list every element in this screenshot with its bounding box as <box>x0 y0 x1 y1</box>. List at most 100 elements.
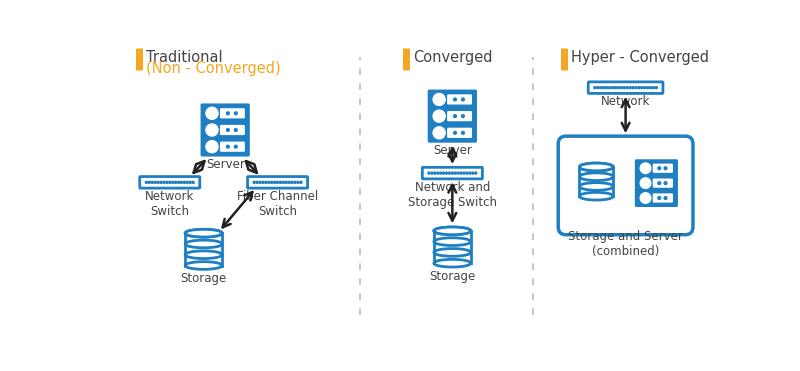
Circle shape <box>458 172 459 174</box>
Circle shape <box>454 172 456 174</box>
Circle shape <box>469 172 471 174</box>
Text: Network
Switch: Network Switch <box>145 190 194 218</box>
Circle shape <box>166 181 168 183</box>
Ellipse shape <box>185 229 222 237</box>
Circle shape <box>611 87 614 89</box>
Circle shape <box>428 172 430 174</box>
Text: Converged: Converged <box>413 50 493 65</box>
Circle shape <box>262 181 264 183</box>
Circle shape <box>154 181 156 183</box>
FancyBboxPatch shape <box>447 94 472 105</box>
Circle shape <box>646 87 649 89</box>
Circle shape <box>664 197 667 199</box>
Circle shape <box>431 172 433 174</box>
Circle shape <box>253 181 255 183</box>
Circle shape <box>270 181 273 183</box>
Circle shape <box>172 181 174 183</box>
Circle shape <box>597 87 599 89</box>
Circle shape <box>226 145 230 148</box>
Circle shape <box>151 181 154 183</box>
FancyBboxPatch shape <box>653 193 673 203</box>
Circle shape <box>474 172 477 174</box>
Circle shape <box>433 127 445 139</box>
Circle shape <box>650 87 651 89</box>
Circle shape <box>169 181 170 183</box>
Circle shape <box>602 87 605 89</box>
Circle shape <box>297 181 299 183</box>
Circle shape <box>449 172 450 174</box>
Ellipse shape <box>434 238 471 246</box>
FancyBboxPatch shape <box>635 159 678 207</box>
Circle shape <box>658 197 661 199</box>
Circle shape <box>638 87 640 89</box>
Circle shape <box>664 182 667 184</box>
Ellipse shape <box>579 163 614 171</box>
Circle shape <box>433 110 445 122</box>
Circle shape <box>454 115 457 118</box>
Ellipse shape <box>434 249 471 256</box>
Circle shape <box>454 131 457 134</box>
Circle shape <box>609 87 610 89</box>
Circle shape <box>282 181 285 183</box>
Text: Storage: Storage <box>181 272 226 285</box>
Circle shape <box>157 181 159 183</box>
FancyBboxPatch shape <box>653 178 673 188</box>
Circle shape <box>190 181 191 183</box>
Circle shape <box>300 181 302 183</box>
Circle shape <box>174 181 177 183</box>
Circle shape <box>618 87 619 89</box>
Circle shape <box>614 87 616 89</box>
Polygon shape <box>579 167 614 196</box>
Circle shape <box>462 115 464 118</box>
Circle shape <box>644 87 646 89</box>
Circle shape <box>183 181 186 183</box>
Circle shape <box>655 87 658 89</box>
FancyBboxPatch shape <box>653 164 673 173</box>
Text: Hyper - Converged: Hyper - Converged <box>571 50 709 65</box>
Circle shape <box>286 181 287 183</box>
Circle shape <box>658 182 661 184</box>
Circle shape <box>623 87 625 89</box>
Circle shape <box>640 163 650 174</box>
Circle shape <box>462 131 464 134</box>
Circle shape <box>460 172 462 174</box>
Circle shape <box>640 193 650 203</box>
Circle shape <box>148 181 150 183</box>
Circle shape <box>226 112 230 115</box>
Ellipse shape <box>185 251 222 259</box>
FancyBboxPatch shape <box>588 82 663 93</box>
FancyBboxPatch shape <box>447 111 472 121</box>
Circle shape <box>652 87 654 89</box>
Circle shape <box>178 181 179 183</box>
FancyBboxPatch shape <box>558 136 693 235</box>
FancyBboxPatch shape <box>220 142 245 152</box>
Circle shape <box>600 87 602 89</box>
Circle shape <box>442 172 445 174</box>
Circle shape <box>437 172 438 174</box>
Text: Traditional: Traditional <box>146 50 222 65</box>
Text: Storage and Server
(combined): Storage and Server (combined) <box>568 230 683 258</box>
Circle shape <box>265 181 267 183</box>
Circle shape <box>434 172 436 174</box>
Circle shape <box>462 98 464 101</box>
Circle shape <box>234 112 237 115</box>
FancyBboxPatch shape <box>220 108 245 118</box>
Text: Fiber Channel
Switch: Fiber Channel Switch <box>237 190 318 218</box>
Text: Server: Server <box>433 144 472 157</box>
Polygon shape <box>434 231 471 263</box>
FancyBboxPatch shape <box>447 128 472 138</box>
Text: Network: Network <box>601 95 650 108</box>
Circle shape <box>594 87 596 89</box>
Text: Storage: Storage <box>430 270 475 283</box>
Circle shape <box>268 181 270 183</box>
Circle shape <box>640 178 650 188</box>
Circle shape <box>641 87 642 89</box>
Ellipse shape <box>434 227 471 235</box>
Circle shape <box>234 129 237 131</box>
Circle shape <box>226 129 230 131</box>
Circle shape <box>277 181 278 183</box>
Circle shape <box>658 167 661 170</box>
Circle shape <box>626 87 628 89</box>
Circle shape <box>146 181 147 183</box>
Circle shape <box>454 98 457 101</box>
